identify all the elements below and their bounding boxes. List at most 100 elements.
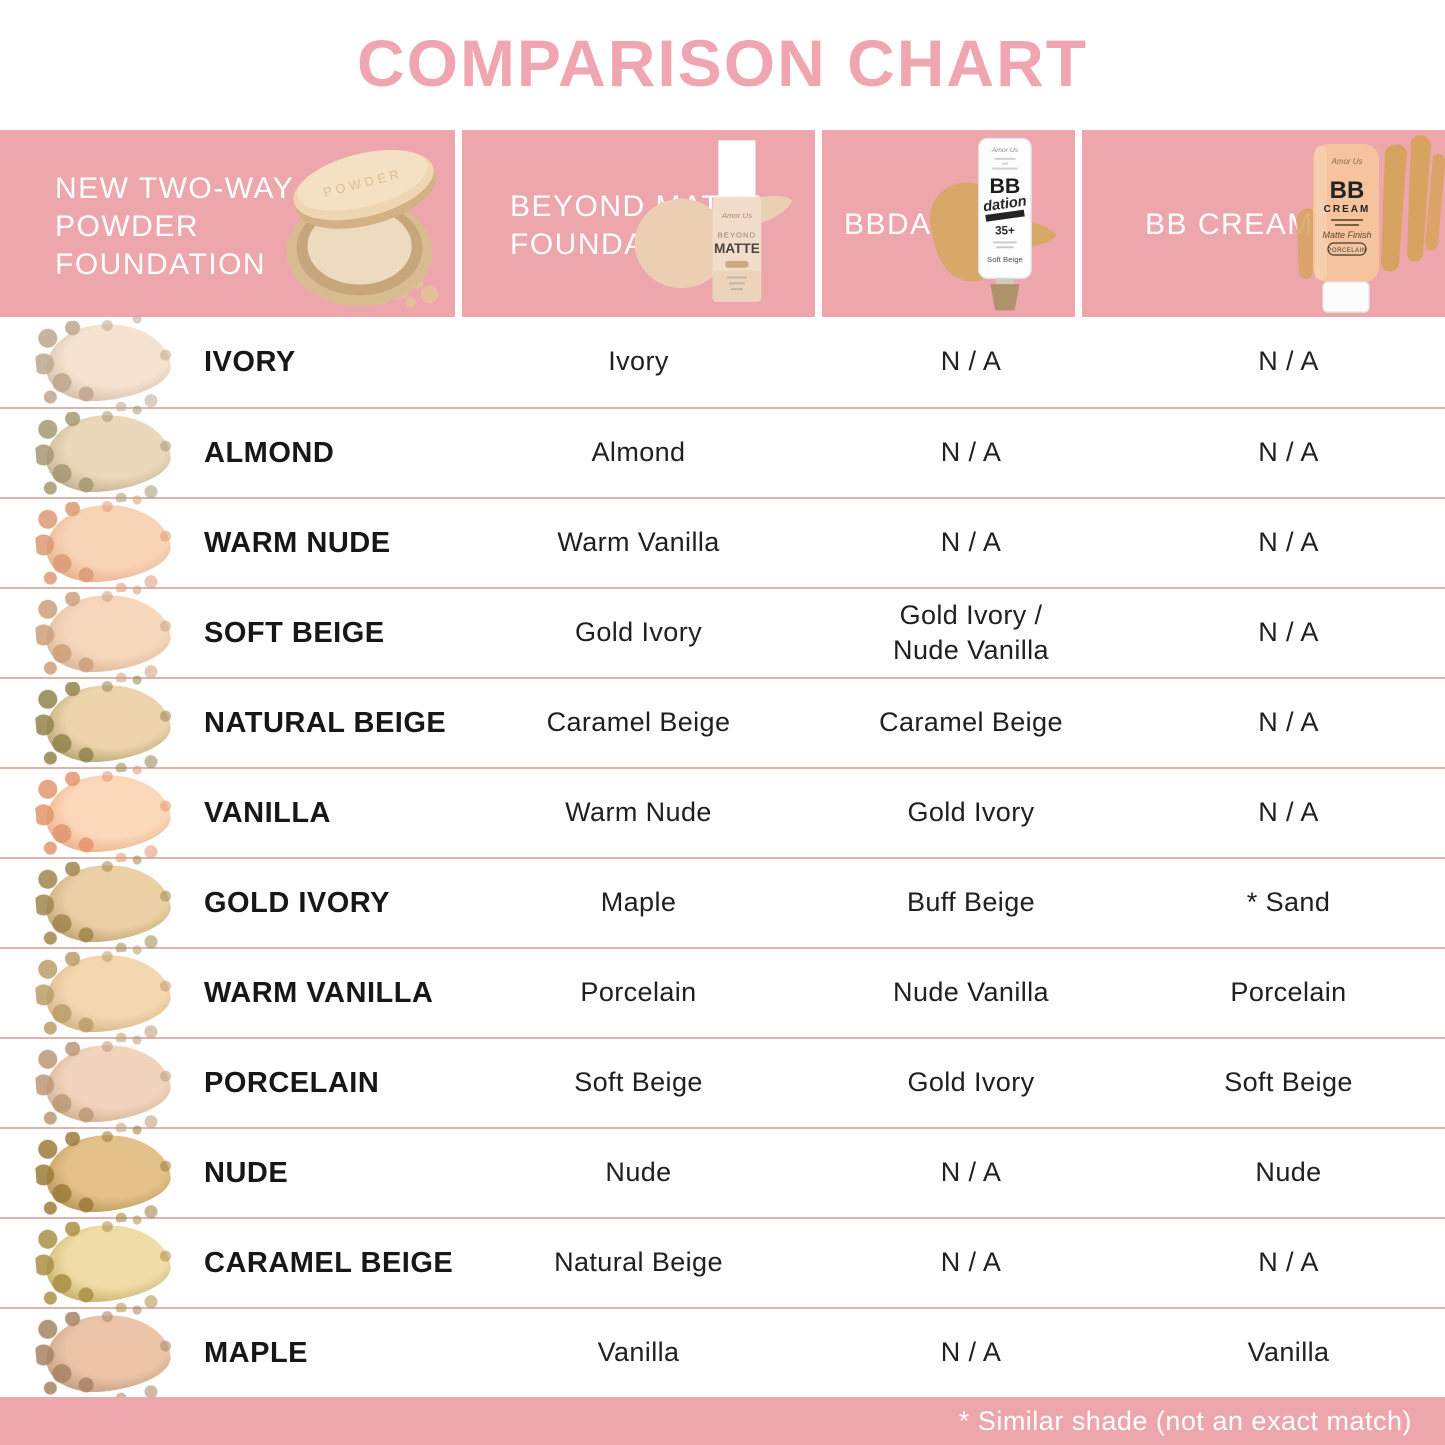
beyond-matte-value: Vanilla [597,1337,680,1368]
bottle-line2-text: MATTE [714,241,760,256]
cream-shade-text: PORCELAIN [1327,248,1366,254]
bbdation-value: Gold Ivory [907,797,1035,828]
comparison-table-body: IVORY Ivory N / A N / A ALMOND Almond N … [0,317,1445,1397]
table-row: CARAMEL BEIGE Natural Beige N / A N / A [0,1217,1445,1307]
column-label: BB CREAM [1145,207,1314,241]
powder-foundation-cell: WARM VANILLA [0,949,455,1037]
beyond-matte-value: Porcelain [580,977,697,1008]
cream-brand-text: Amor Us [1330,157,1362,166]
shade-name: MAPLE [204,1336,308,1369]
powder-swatch [42,1309,174,1397]
bbdation-value: Buff Beige [906,887,1036,918]
beyond-matte-value: Gold Ivory [574,617,703,648]
bb-cream-value: N / A [1258,437,1319,468]
beyond-matte-value: Almond [591,437,686,468]
cream-cream-text: CREAM [1324,204,1371,215]
powder-foundation-cell: NATURAL BEIGE [0,679,455,767]
bb-cream-value: Soft Beige [1224,1067,1353,1098]
bbdation-value: N / A [940,1247,1002,1278]
powder-swatch [42,499,174,587]
tube-shade-text: Soft Beige [987,255,1023,264]
foundation-bottle-image: Amor Us BEYOND MATTE [634,140,793,302]
bottle-brand-text: Amor Us [721,211,752,220]
table-row: VANILLA Warm Nude Gold Ivory N / A [0,767,1445,857]
powder-foundation-cell: ALMOND [0,409,455,497]
header-bbdation: BBDATION Amor Us BB dation 35+ Soft Beig… [822,130,1075,317]
bb-cream-value: N / A [1258,617,1319,648]
footnote: * Similar shade (not an exact match) [958,1405,1412,1436]
table-row: MAPLE Vanilla N / A Vanilla [0,1307,1445,1397]
beyond-matte-value: Warm Vanilla [557,527,720,558]
shade-name: VANILLA [204,796,332,829]
powder-swatch [42,589,174,677]
tube-dation-text: dation [982,193,1028,215]
shade-name: NATURAL BEIGE [204,706,447,739]
powder-swatch [42,1129,174,1217]
powder-swatch [42,318,174,406]
page-title: COMPARISON CHART [356,26,1089,100]
shade-name: SOFT BEIGE [204,616,385,649]
powder-foundation-cell: IVORY [0,317,455,407]
table-row: NUDE Nude N / A Nude [0,1127,1445,1217]
bbdation-value: N / A [940,346,1002,377]
bb-cream-value: N / A [1258,797,1319,828]
powder-foundation-cell: VANILLA [0,769,455,857]
shade-name: IVORY [204,345,296,378]
footnote-bar: * Similar shade (not an exact match) [0,1397,1445,1445]
powder-swatch [42,1039,174,1127]
shade-name: ALMOND [204,436,335,469]
bbdation-value: Gold Ivory / Nude Vanilla [893,599,1049,665]
powder-swatch [42,949,174,1037]
bb-cream-value: Nude [1255,1157,1322,1188]
shade-name: PORCELAIN [204,1066,380,1099]
column-label: NEW TWO-WAY POWDER FOUNDATION [55,171,295,282]
tube-brand-text: Amor Us [991,147,1019,154]
tube-spf-text: 35+ [995,225,1015,238]
bb-cream-value: Vanilla [1247,1337,1330,1368]
powder-swatch [42,409,174,497]
bb-cream-value: N / A [1258,346,1319,377]
bbdation-value: N / A [940,1337,1002,1368]
powder-foundation-cell: NUDE [0,1129,455,1217]
powder-swatch [42,1219,174,1307]
cream-finish-text: Matte Finish [1322,230,1371,240]
powder-swatch [42,859,174,947]
beyond-matte-value: Natural Beige [554,1247,723,1278]
cream-bb-text: BB [1330,177,1365,204]
beyond-matte-value: Caramel Beige [546,707,731,738]
bbdation-value: N / A [940,1157,1002,1188]
table-row: NATURAL BEIGE Caramel Beige Caramel Beig… [0,677,1445,767]
table-row: WARM NUDE Warm Vanilla N / A N / A [0,497,1445,587]
powder-foundation-cell: PORCELAIN [0,1039,455,1127]
beyond-matte-value: Nude [605,1157,672,1188]
table-row: GOLD IVORY Maple Buff Beige * Sand [0,857,1445,947]
powder-foundation-cell: GOLD IVORY [0,859,455,947]
bb-cream-value: N / A [1258,1247,1319,1278]
powder-foundation-cell: MAPLE [0,1309,455,1397]
shade-name: CARAMEL BEIGE [204,1246,454,1279]
table-header: NEW TWO-WAY POWDER FOUNDATION POWDER [0,130,1445,317]
bbdation-value: Caramel Beige [879,707,1063,738]
beyond-matte-value: Maple [600,887,677,918]
powder-foundation-cell: SOFT BEIGE [0,589,455,677]
bbdation-value: Nude Vanilla [893,977,1049,1008]
powder-swatch [42,679,174,767]
header-beyond-matte: BEYOND MATTE FOUNDATION Amor Us BEYOND M… [462,130,815,317]
tube-bb-text: BB [990,174,1021,198]
table-row: SOFT BEIGE Gold Ivory Gold Ivory / Nude … [0,587,1445,677]
header-bb-cream: BB CREAM Amor Us BB CREAM Matte Finish P… [1082,130,1445,317]
powder-foundation-cell: CARAMEL BEIGE [0,1219,455,1307]
bbdation-value: N / A [940,527,1002,558]
bbdation-tube-image: Amor Us BB dation 35+ Soft Beige [929,137,1057,311]
bb-cream-value: * Sand [1246,887,1331,918]
bb-cream-value: N / A [1258,707,1319,738]
header-powder-foundation: NEW TWO-WAY POWDER FOUNDATION POWDER [0,130,455,317]
bb-cream-tube-image: Amor Us BB CREAM Matte Finish PORCELAIN [1296,135,1445,313]
powder-swatch [42,769,174,857]
beyond-matte-value: Warm Nude [565,797,712,828]
bb-cream-value: Porcelain [1230,977,1347,1008]
shade-name: WARM NUDE [204,526,391,559]
table-row: WARM VANILLA Porcelain Nude Vanilla Porc… [0,947,1445,1037]
powder-foundation-cell: WARM NUDE [0,499,455,587]
